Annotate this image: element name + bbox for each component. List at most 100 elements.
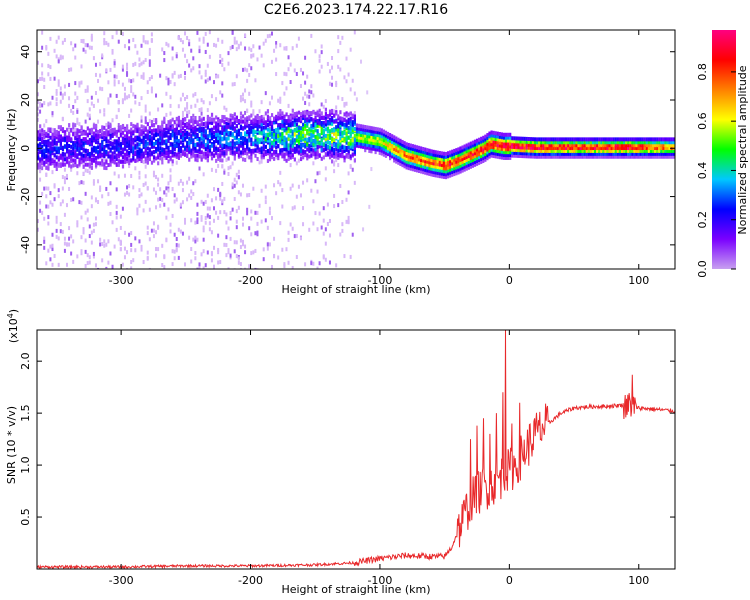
heatmap-cell [670,143,673,148]
heatmap-cell [395,142,398,147]
heatmap-speckle [161,103,164,108]
heatmap-cell [200,122,203,127]
heatmap-cell [538,154,541,159]
heatmap-cell [442,160,446,165]
heatmap-cell [70,144,73,149]
heatmap-speckle [244,99,247,104]
heatmap-cell [250,142,253,147]
heatmap-cell [602,140,605,145]
heatmap-cell [310,147,313,152]
heatmap-cell [581,140,584,145]
heatmap-cell [279,125,282,130]
heatmap-speckle [250,216,253,221]
heatmap-speckle [105,186,108,191]
heatmap-speckle [78,81,81,86]
heatmap-speckle [333,109,336,114]
heatmap-cell [478,137,481,142]
heatmap-cell [283,143,286,148]
heatmap-cell [666,146,669,151]
heatmap-cell [262,117,265,122]
heatmap-cell [324,122,328,127]
heatmap-cell [109,133,112,138]
heatmap-speckle [65,153,68,158]
heatmap-cell [515,150,518,155]
heatmap-cell [314,115,317,120]
heatmap-cell [146,146,149,151]
heatmap-cell [393,144,396,149]
heatmap-cell [475,147,479,152]
heatmap-cell [417,151,421,156]
heatmap-cell [399,159,402,164]
heatmap-speckle [341,200,344,205]
heatmap-cell [662,146,665,151]
heatmap-cell [451,158,454,163]
heatmap-cell [206,120,209,125]
heatmap-cell [335,131,338,136]
heatmap-cell [658,146,661,151]
heatmap-cell [666,140,669,145]
heatmap-cell [440,160,443,165]
heatmap-cell [92,138,96,143]
heatmap-cell [287,115,290,120]
heatmap-speckle [159,73,162,78]
heatmap-cell [467,159,470,164]
heatmap-cell [213,119,216,124]
heatmap-speckle [152,170,155,175]
heatmap-speckle [74,91,77,96]
heatmap-cell [295,122,299,127]
heatmap-speckle [51,247,54,252]
heatmap-speckle [337,163,340,168]
heatmap-cell [215,139,218,144]
heatmap-cell [457,164,460,169]
heatmap-cell [471,140,475,145]
heatmap-cell [453,148,456,153]
heatmap-speckle [88,260,91,265]
heatmap-cell [662,140,665,145]
heatmap-cell [587,146,590,151]
heatmap-speckle [252,250,255,255]
heatmap-cell [660,146,663,151]
heatmap-cell [196,142,199,147]
heatmap-cell [374,144,377,149]
heatmap-cell [285,158,288,163]
heatmap-speckle [194,103,197,108]
heatmap-cell [585,151,588,156]
heatmap-cell [246,123,249,128]
heatmap-cell [345,136,348,141]
heatmap-cell [293,149,296,154]
heatmap-speckle [70,167,73,172]
heatmap-cell [428,151,431,156]
heatmap-cell [415,159,419,164]
heatmap-speckle [103,31,106,36]
heatmap-cell [163,133,166,138]
heatmap-cell [333,137,336,142]
heatmap-speckle [111,220,114,225]
heatmap-cell [144,120,147,125]
heatmap-cell [221,158,224,163]
heatmap-cell [328,155,332,160]
heatmap-cell [47,139,50,144]
heatmap-cell [140,148,143,153]
heatmap-cell [461,145,464,150]
heatmap-cell [206,125,209,130]
heatmap-cell [405,159,408,164]
heatmap-cell [654,137,657,142]
heatmap-cell [393,141,396,146]
heatmap-speckle [241,239,244,244]
heatmap-speckle [171,262,174,267]
heatmap-speckle [250,209,253,214]
heatmap-cell [411,152,414,157]
heatmap-cell [360,141,363,146]
heatmap-cell [645,137,648,142]
heatmap-cell [244,136,247,141]
heatmap-cell [289,155,292,160]
heatmap-cell [395,145,398,150]
heatmap-cell [401,139,404,144]
heatmap-cell [496,140,499,145]
heatmap-cell [577,137,580,142]
heatmap-speckle [196,98,199,103]
heatmap-cell [190,129,193,134]
heatmap-cell [480,157,483,162]
heatmap-speckle [86,88,89,93]
heatmap-speckle [121,128,124,133]
